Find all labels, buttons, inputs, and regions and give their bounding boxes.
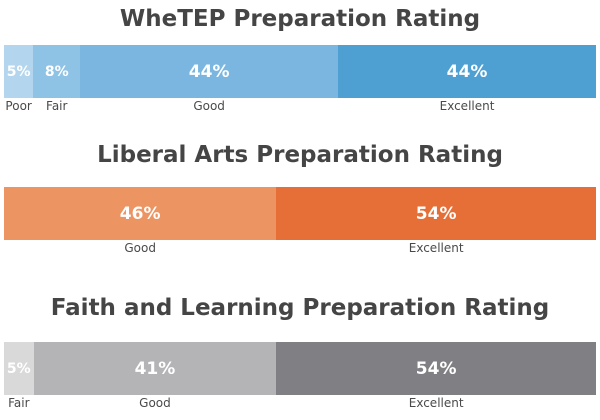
bar-segment-good: 46% Good	[4, 187, 277, 255]
bar-segment-excellent: 54% Excellent	[276, 342, 596, 410]
category-label: Fair	[8, 396, 30, 410]
bar-segment-poor: 5% Poor	[4, 45, 34, 113]
category-label: Good	[124, 241, 156, 255]
category-label: Poor	[5, 99, 32, 113]
data-label: 5%	[6, 360, 31, 377]
stacked-bar: 46% Good 54% Excellent	[4, 187, 596, 255]
chart-title: WheTEP Preparation Rating	[119, 6, 481, 32]
bar-segment-fair: 8% Fair	[33, 45, 81, 113]
data-label: 8%	[44, 63, 69, 80]
data-label: 46%	[119, 203, 161, 224]
stacked-bar: 5% Poor 8% Fair 44% Good 44% Excellent	[4, 45, 596, 113]
bar-segment-fair: 5% Fair	[4, 342, 34, 410]
chart-title: Liberal Arts Preparation Rating	[97, 142, 503, 168]
data-label: 41%	[134, 358, 176, 379]
data-label: 44%	[446, 61, 488, 82]
category-label: Fair	[46, 99, 68, 113]
category-label: Good	[139, 396, 171, 410]
bar-segment-good: 44% Good	[80, 45, 339, 113]
category-label: Excellent	[408, 241, 464, 255]
bar-segment-excellent: 54% Excellent	[276, 187, 596, 255]
bar-segment-excellent: 44% Excellent	[338, 45, 596, 113]
category-label: Excellent	[439, 99, 495, 113]
bar-segment-good: 41% Good	[33, 342, 277, 410]
category-label: Excellent	[408, 396, 464, 410]
data-label: 54%	[415, 203, 457, 224]
category-label: Good	[193, 99, 225, 113]
data-label: 5%	[6, 63, 31, 80]
data-label: 44%	[188, 61, 230, 82]
data-label: 54%	[415, 358, 457, 379]
chart-title: Faith and Learning Preparation Rating	[50, 295, 550, 321]
stacked-bar: 5% Fair 41% Good 54% Excellent	[4, 342, 596, 410]
